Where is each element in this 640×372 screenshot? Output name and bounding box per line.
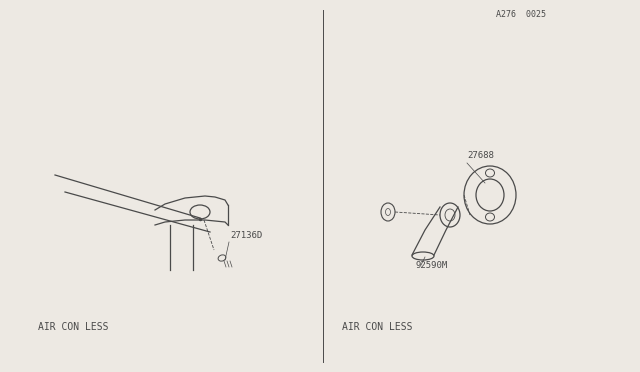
Text: 92590M: 92590M xyxy=(415,261,447,270)
Text: AIR CON LESS: AIR CON LESS xyxy=(38,323,109,332)
Text: 27136D: 27136D xyxy=(230,231,262,240)
Text: A276  0025: A276 0025 xyxy=(496,10,546,19)
Text: 27688: 27688 xyxy=(467,151,494,160)
Text: AIR CON LESS: AIR CON LESS xyxy=(342,323,413,332)
